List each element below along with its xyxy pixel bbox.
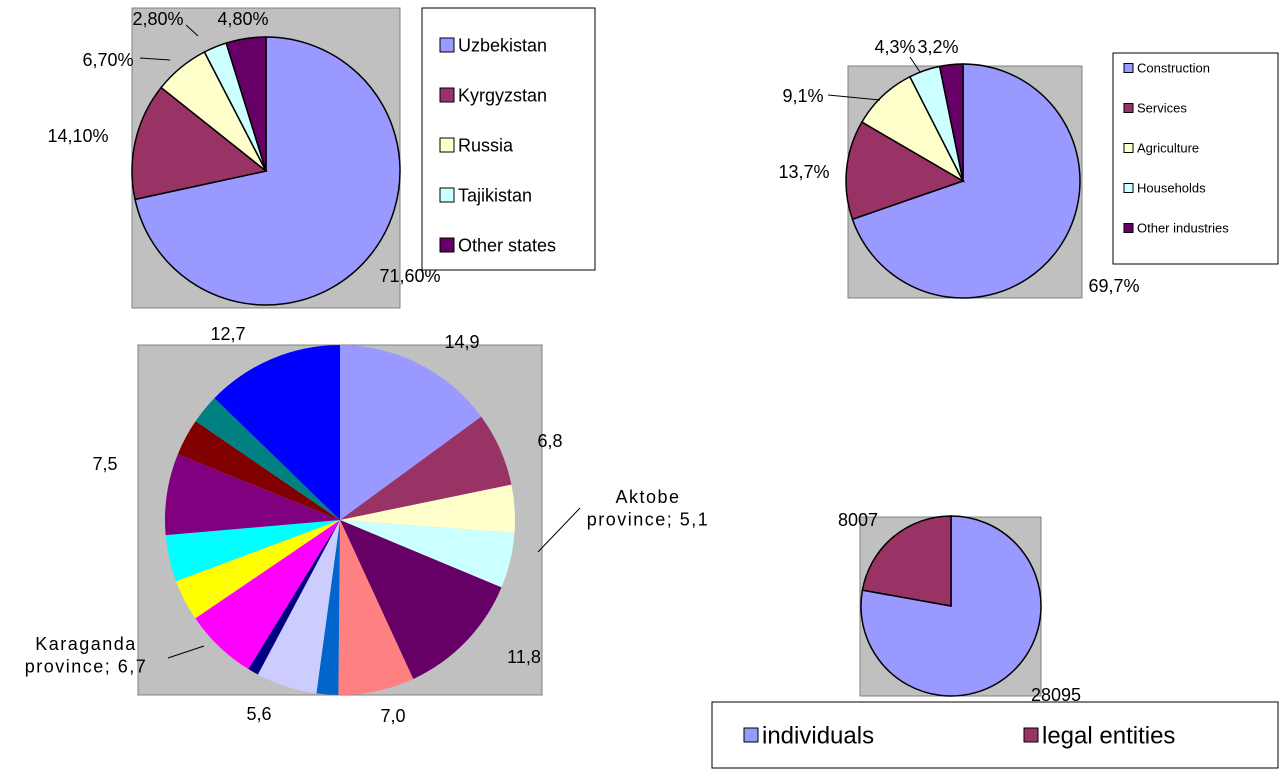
legend-swatch	[1123, 63, 1134, 73]
legend-label: Other industries	[1137, 221, 1229, 236]
legend	[1112, 52, 1279, 265]
legend-item: Households	[1123, 181, 1206, 196]
legend-item: Other industries	[1123, 221, 1229, 236]
pie-slice-14	[195, 398, 340, 520]
data-label: 6,70%	[82, 50, 133, 70]
legend-swatch	[439, 137, 455, 153]
legend	[711, 701, 1279, 769]
legend-item: Services	[1123, 101, 1187, 116]
pie-slice-services	[845, 121, 965, 221]
legend-label: Agriculture	[1137, 141, 1199, 156]
leader-line	[827, 94, 881, 101]
legend-label: individuals	[762, 722, 874, 749]
pie-slice-4	[340, 520, 502, 679]
leader-line	[139, 57, 171, 61]
legend-item: Other states	[439, 235, 556, 255]
leader-line	[167, 645, 205, 659]
leader-line	[537, 507, 581, 553]
pie-slice-11	[165, 520, 340, 582]
data-label: 7,5	[92, 454, 117, 474]
chart-provinces: 14,9 6,8 Aktobe province; 5,1 11,8 7,0 5,6 Kara…	[25, 324, 710, 726]
data-label: 9,1%	[782, 86, 823, 106]
legend-item: Agriculture	[1123, 141, 1199, 156]
pie-slice-7	[257, 520, 340, 694]
pie-slice-5	[338, 520, 414, 695]
data-label: 4,80%	[217, 9, 268, 29]
data-label: Karaganda province; 6,7	[25, 634, 148, 677]
legend-item: Tajikistan	[439, 185, 532, 205]
data-label: 69,7%	[1088, 276, 1139, 296]
data-label: 71,60%	[379, 266, 440, 286]
data-label: Aktobe province; 5,1	[587, 487, 710, 530]
legend-swatch	[1123, 143, 1134, 153]
chart-countries: 71,60% 14,10% 6,70% 2,80% 4,80% Uzbekistan Ky…	[47, 7, 596, 309]
pie-slice-6	[316, 520, 340, 695]
legend-label: Kyrgyzstan	[458, 85, 547, 105]
legend-swatch	[1123, 103, 1134, 113]
data-label: 5,6	[246, 704, 271, 724]
chart-industries: 69,7% 13,7% 9,1% 4,3% 3,2% Construction Servi…	[778, 37, 1279, 299]
pie-slice-individuals	[860, 515, 1042, 697]
legend-label: Tajikistan	[458, 185, 532, 205]
legend-label: Uzbekistan	[458, 35, 547, 55]
legend-label: Construction	[1137, 61, 1210, 76]
pie-slice-12	[165, 454, 340, 536]
data-label: 3,2%	[917, 37, 958, 57]
data-label: 8007	[838, 510, 878, 530]
legend-label: Households	[1137, 181, 1206, 196]
pie-slice-construction	[851, 63, 1081, 299]
data-label: 13,7%	[778, 162, 829, 182]
legend-label: Other states	[458, 235, 556, 255]
data-label: 11,8	[507, 647, 541, 667]
data-label: 28095	[1031, 685, 1081, 705]
legend-swatch	[439, 237, 455, 253]
leader-line	[909, 56, 921, 73]
pie-slice-other-industries	[938, 63, 964, 182]
data-label: 6,8	[537, 431, 562, 451]
pie-slice-15	[214, 345, 340, 520]
pie-slice-9	[195, 520, 340, 670]
legend-label: legal entities	[1042, 722, 1175, 749]
legend-label: Services	[1137, 101, 1187, 116]
data-label: 2,80%	[132, 9, 183, 29]
legend-swatch	[439, 187, 455, 203]
data-label: 4,3%	[874, 37, 915, 57]
legend-item: legal entities	[1023, 722, 1175, 749]
data-label: 12,7	[210, 324, 245, 344]
leader-line	[185, 24, 199, 37]
pie-slice-uzbekistan	[134, 36, 401, 306]
data-label: 14,9	[444, 332, 479, 352]
legend-item: Kyrgyzstan	[439, 85, 547, 105]
legend-item: Uzbekistan	[439, 35, 547, 55]
pie-slice-2	[340, 484, 516, 533]
legend-label: Russia	[458, 135, 514, 155]
pie-slice-0	[340, 345, 482, 520]
legend-item: Russia	[439, 135, 514, 155]
chart-registrants: 28095 8007 individuals legal entities	[711, 510, 1279, 769]
legend-item: individuals	[743, 722, 874, 749]
legend-swatch	[743, 727, 759, 743]
pie-slice-legal-entities	[861, 515, 952, 607]
data-label: 14,10%	[47, 126, 108, 146]
pie-slice-8	[248, 520, 340, 675]
legend-swatch	[1023, 727, 1039, 743]
data-label: 7,0	[380, 706, 405, 726]
pie-slice-10	[176, 520, 340, 619]
pie-slice-3	[340, 520, 515, 588]
legend-swatch	[1123, 223, 1134, 233]
pie-slice-1	[340, 416, 512, 520]
legend-swatch	[439, 87, 455, 103]
pie-slice-13	[177, 421, 340, 520]
legend-item: Construction	[1123, 61, 1210, 76]
pie-slice-other-states	[225, 36, 267, 172]
pie-slice-kyrgyzstan	[131, 86, 268, 201]
legend-swatch	[439, 37, 455, 53]
legend-swatch	[1123, 183, 1134, 193]
